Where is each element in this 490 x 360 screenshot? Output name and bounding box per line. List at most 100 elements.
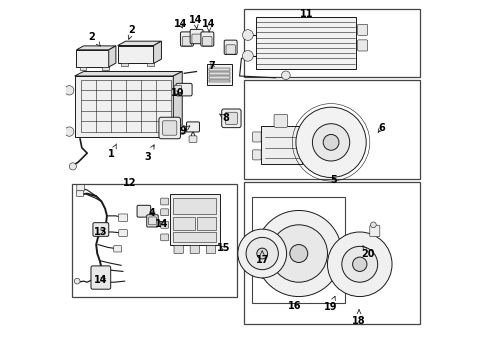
Bar <box>256 17 356 69</box>
Bar <box>210 80 230 82</box>
Polygon shape <box>153 41 161 63</box>
Polygon shape <box>102 67 109 70</box>
Circle shape <box>256 211 342 297</box>
Bar <box>81 80 172 132</box>
Polygon shape <box>118 41 161 45</box>
FancyBboxPatch shape <box>161 221 169 228</box>
FancyBboxPatch shape <box>192 34 201 43</box>
Bar <box>245 9 420 77</box>
FancyBboxPatch shape <box>77 185 85 191</box>
Polygon shape <box>74 76 173 137</box>
Polygon shape <box>147 63 153 66</box>
Polygon shape <box>173 72 182 137</box>
FancyBboxPatch shape <box>161 209 169 216</box>
Circle shape <box>313 124 350 161</box>
Polygon shape <box>76 46 116 50</box>
Circle shape <box>65 127 74 136</box>
FancyBboxPatch shape <box>91 266 111 289</box>
Bar <box>210 68 230 71</box>
Bar <box>210 76 230 78</box>
Text: 19: 19 <box>323 296 337 312</box>
Circle shape <box>290 244 308 262</box>
Circle shape <box>282 71 290 80</box>
Bar <box>72 184 237 297</box>
Text: 16: 16 <box>288 301 301 311</box>
FancyBboxPatch shape <box>119 230 127 237</box>
FancyBboxPatch shape <box>252 132 261 142</box>
Polygon shape <box>109 46 116 67</box>
FancyBboxPatch shape <box>189 136 197 142</box>
Text: 11: 11 <box>300 9 314 19</box>
Circle shape <box>177 84 187 93</box>
Circle shape <box>69 163 76 170</box>
Circle shape <box>246 237 278 270</box>
Bar <box>170 194 220 244</box>
Circle shape <box>74 278 80 284</box>
Bar <box>245 80 420 179</box>
Text: 14: 14 <box>189 15 202 28</box>
Text: 17: 17 <box>255 251 269 265</box>
FancyBboxPatch shape <box>163 121 177 135</box>
Text: 6: 6 <box>378 123 385 133</box>
Text: 14: 14 <box>173 19 187 29</box>
Text: 9: 9 <box>180 126 190 135</box>
Text: 14: 14 <box>202 19 216 32</box>
FancyBboxPatch shape <box>190 246 199 253</box>
FancyBboxPatch shape <box>159 117 180 139</box>
FancyBboxPatch shape <box>114 246 122 252</box>
Circle shape <box>370 222 376 228</box>
FancyBboxPatch shape <box>274 114 288 127</box>
Circle shape <box>177 125 187 134</box>
Circle shape <box>257 248 268 259</box>
Circle shape <box>65 86 74 95</box>
FancyBboxPatch shape <box>190 30 203 44</box>
Text: 13: 13 <box>94 227 108 237</box>
FancyBboxPatch shape <box>176 84 192 96</box>
FancyBboxPatch shape <box>201 32 214 46</box>
Text: 2: 2 <box>89 32 100 46</box>
Circle shape <box>238 229 287 278</box>
Text: 1: 1 <box>108 144 117 159</box>
Bar <box>207 64 232 85</box>
Bar <box>252 197 345 303</box>
FancyBboxPatch shape <box>225 112 238 125</box>
FancyBboxPatch shape <box>137 205 151 217</box>
Bar <box>173 217 195 230</box>
Circle shape <box>342 246 378 282</box>
FancyBboxPatch shape <box>180 32 194 46</box>
Text: 8: 8 <box>220 113 229 123</box>
Polygon shape <box>80 67 87 70</box>
Circle shape <box>296 107 366 177</box>
Text: 14: 14 <box>155 219 169 229</box>
Bar <box>196 217 216 230</box>
Text: 3: 3 <box>144 145 154 162</box>
FancyBboxPatch shape <box>358 24 368 35</box>
Text: 14: 14 <box>94 275 108 285</box>
Circle shape <box>270 225 327 282</box>
FancyBboxPatch shape <box>203 37 212 46</box>
Circle shape <box>327 232 392 297</box>
FancyBboxPatch shape <box>224 40 237 54</box>
FancyBboxPatch shape <box>226 45 235 54</box>
Circle shape <box>243 30 253 40</box>
Polygon shape <box>122 63 128 66</box>
FancyBboxPatch shape <box>93 223 109 236</box>
Text: 4: 4 <box>149 208 156 218</box>
Polygon shape <box>118 45 153 63</box>
Polygon shape <box>76 50 109 67</box>
Polygon shape <box>74 72 182 76</box>
Bar <box>210 72 230 75</box>
FancyBboxPatch shape <box>370 225 380 237</box>
Circle shape <box>353 257 367 271</box>
FancyBboxPatch shape <box>174 246 183 253</box>
FancyBboxPatch shape <box>161 234 169 241</box>
Bar <box>245 182 420 324</box>
FancyBboxPatch shape <box>174 85 182 94</box>
FancyBboxPatch shape <box>252 150 261 160</box>
Text: 10: 10 <box>171 88 184 98</box>
Text: 12: 12 <box>123 178 136 188</box>
FancyBboxPatch shape <box>76 191 84 197</box>
FancyBboxPatch shape <box>161 198 169 205</box>
Circle shape <box>323 134 339 150</box>
FancyBboxPatch shape <box>221 109 241 128</box>
